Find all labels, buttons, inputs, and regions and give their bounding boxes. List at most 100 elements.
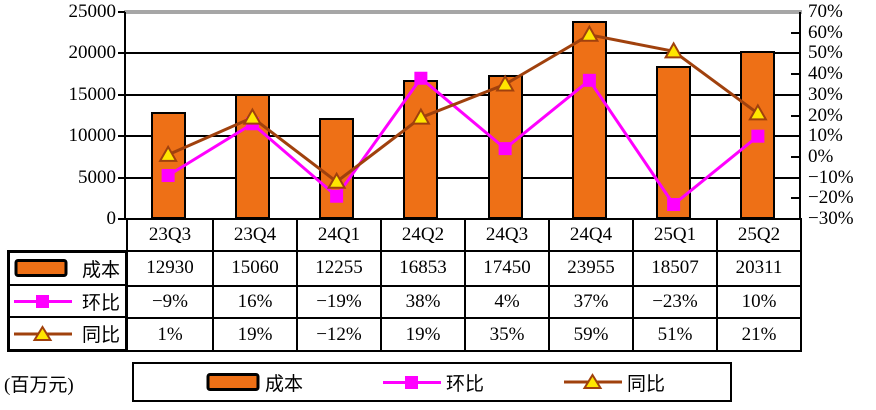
y-left-tickmark	[118, 11, 125, 13]
y-right-tickmark	[791, 31, 799, 34]
table-row-label-yoy: 同比	[10, 316, 125, 349]
yoy-line	[167, 33, 759, 184]
gridline	[126, 52, 800, 55]
y-right-tick-label: 50%	[808, 42, 843, 64]
y-right-tick-label: −10%	[808, 166, 854, 188]
y-right-tick-label: 30%	[808, 83, 843, 105]
y-right-tick-label: 20%	[808, 104, 843, 126]
y-left-tickmark	[118, 52, 125, 55]
table-values: 12930 15060 12255 16853 17450 23955 18507 20311…	[126, 250, 802, 352]
qoq-line	[167, 76, 759, 207]
legend-label: 同比	[627, 373, 666, 395]
table-cell-yoy-23Q4: 19%	[212, 317, 296, 350]
yoy-marker-24Q4	[579, 24, 600, 42]
table-cell-yoy-24Q1: −12%	[296, 317, 380, 350]
y-right-tick-label: 10%	[808, 125, 843, 147]
y-right-tick-label: 60%	[808, 21, 843, 43]
yoy-marker-24Q3	[495, 74, 515, 92]
table-cell-cost-24Q3: 17450	[464, 252, 548, 285]
yoy-line-swatch-icon	[564, 373, 623, 389]
y-left-tick-label: 15000	[68, 83, 117, 105]
y-right-tickmark	[791, 73, 799, 76]
y-right-tickmark	[791, 114, 799, 117]
cost-bar-swatch-icon	[206, 373, 260, 391]
table-header-24Q1: 24Q1	[296, 220, 380, 250]
legend-label: 成本	[265, 373, 304, 395]
table-cell-cost-23Q3: 12930	[146, 257, 194, 279]
qoq-line-swatch-icon	[14, 294, 72, 308]
y-left-tickmark	[118, 93, 125, 96]
table-cell-cost-24Q4: 23955	[548, 252, 632, 285]
qoq-marker-24Q3	[498, 142, 512, 156]
legend-item-cost: 成本	[206, 369, 303, 396]
table-header-23Q3: 23Q3	[148, 224, 192, 245]
yoy-marker-24Q2	[411, 107, 431, 125]
y-right-tick-label: 70%	[808, 1, 843, 22]
table-row-label-cost: 成本	[10, 253, 125, 284]
y-left-tick-label: 10000	[68, 125, 117, 147]
table-cell-qoq-24Q1: −19%	[296, 284, 380, 318]
legend-item-yoy: 同比	[564, 369, 665, 396]
qoq-marker-24Q2	[414, 71, 428, 85]
table-row-label-qoq: 环比	[10, 283, 125, 317]
y-right-tickmark	[791, 197, 799, 200]
y-left-tick-label: 0	[106, 208, 117, 229]
plot-area	[126, 12, 800, 219]
table-header-24Q4: 24Q4	[548, 220, 632, 250]
line-series-layer	[158, 24, 768, 212]
table-header-24Q2: 24Q2	[380, 220, 464, 250]
y-left-tickmark	[118, 218, 125, 220]
table-cell-qoq-25Q2: 10%	[716, 284, 800, 318]
unit-label: (百万元)	[4, 375, 74, 396]
y-right-tick-label: −20%	[808, 187, 854, 209]
table-cell-cost-25Q1: 18507	[632, 252, 716, 285]
table-cell-qoq-24Q3: 4%	[464, 284, 548, 318]
y-left-tick-label: 20000	[68, 42, 117, 64]
qoq-marker-23Q3	[161, 169, 175, 183]
plot-top-border	[124, 10, 802, 14]
table-cell-qoq-25Q1: −23%	[632, 284, 716, 318]
row-label-text: 环比	[81, 292, 120, 314]
legend-label: 环比	[446, 373, 485, 395]
table-cell-yoy-25Q1: 51%	[632, 317, 716, 350]
table-cell-cost-23Q4: 15060	[212, 252, 296, 285]
yoy-marker-23Q3	[158, 144, 178, 162]
yoy-line-swatch-icon	[14, 324, 72, 341]
legend: 成本 环比 同比	[132, 362, 732, 402]
table-cell-yoy-24Q2: 19%	[380, 317, 464, 350]
y-right-tickmark	[791, 155, 799, 158]
cost-bar-24Q4	[571, 20, 607, 219]
table-cell-qoq-23Q3: −9%	[128, 284, 212, 318]
row-label-text: 成本	[81, 259, 120, 281]
legend-item-qoq: 环比	[383, 369, 484, 396]
cost-bar-23Q3	[150, 111, 186, 219]
table-cell-qoq-24Q4: 37%	[548, 284, 632, 318]
y-left-tickmark	[118, 176, 125, 179]
row-label-text: 同比	[81, 325, 120, 347]
table-header-row: 23Q3 23Q4 24Q1 24Q2 24Q3 24Q4 25Q1 25Q2	[126, 218, 802, 252]
table-cell-yoy-23Q3: 1%	[128, 317, 212, 350]
yoy-marker-25Q1	[663, 41, 684, 59]
y-right-tick-label: −30%	[808, 208, 854, 229]
y-left-tick-label: 25000	[68, 1, 117, 22]
table-header-24Q3: 24Q3	[464, 220, 548, 250]
qoq-marker-25Q2	[751, 129, 765, 143]
qoq-line-swatch-icon	[383, 375, 442, 389]
table-header-25Q1: 25Q1	[632, 220, 716, 250]
cost-bar-swatch-icon	[14, 259, 68, 278]
table-row-labels: 成本 环比 同比	[7, 250, 128, 352]
qoq-marker-25Q1	[667, 198, 681, 212]
y-right-tick-label: 40%	[808, 63, 843, 85]
y-right-tick-label: 0%	[808, 145, 834, 167]
gridline	[126, 93, 800, 96]
yoy-marker-25Q2	[748, 103, 768, 121]
table-cell-cost-24Q1: 12255	[296, 252, 380, 285]
table-header-25Q2: 25Q2	[716, 220, 800, 250]
table-cell-qoq-24Q2: 38%	[380, 284, 464, 318]
gridline	[126, 176, 800, 179]
table-cell-yoy-24Q4: 59%	[548, 317, 632, 350]
yoy-marker-24Q1	[326, 171, 347, 189]
table-cell-yoy-24Q3: 35%	[464, 317, 548, 350]
y-left-tickmark	[118, 135, 125, 138]
